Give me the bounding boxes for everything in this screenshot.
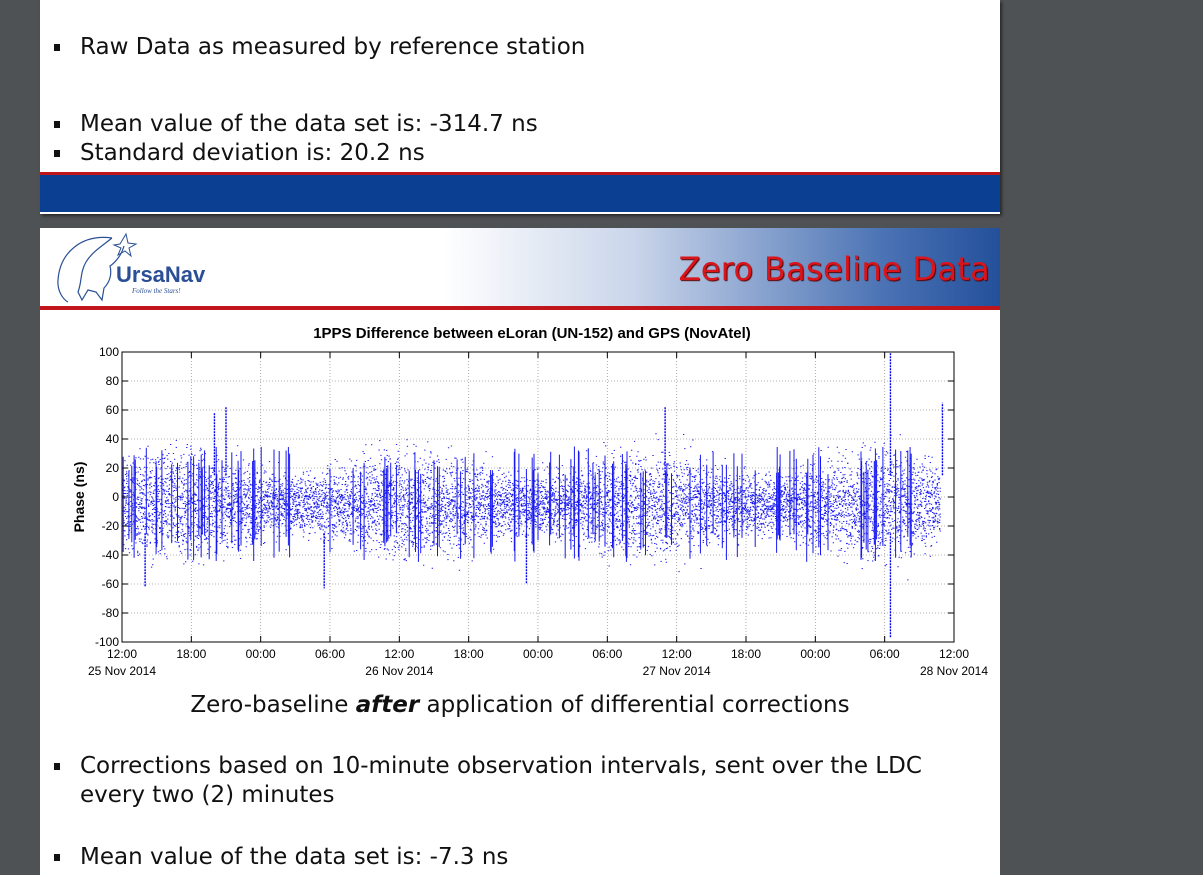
y-tick-label: -100 (95, 635, 119, 649)
data-cloud (122, 433, 941, 581)
bullet-marker (54, 150, 60, 157)
y-tick-label: 100 (99, 345, 119, 359)
y-tick-label: 80 (106, 374, 120, 388)
x-tick-label: 00:00 (800, 647, 830, 661)
y-tick-label: -20 (102, 519, 120, 533)
x-tick-label: 00:00 (246, 647, 276, 661)
bullet-marker (54, 44, 60, 51)
y-tick-label: 20 (106, 461, 120, 475)
x-date-label: 26 Nov 2014 (365, 664, 433, 678)
footer-red-line (40, 172, 1000, 175)
x-tick-label: 18:00 (731, 647, 761, 661)
x-tick-label: 06:00 (592, 647, 622, 661)
x-tick-label: 18:00 (176, 647, 206, 661)
y-axis-label: Phase (ns) (71, 462, 87, 533)
bullet-marker (54, 763, 60, 770)
current-slide: UrsaNav Follow the Stars! Zero Baseline … (40, 228, 1000, 875)
y-tick-label: 40 (106, 432, 120, 446)
phase-chart: 1PPS Difference between eLoran (UN-152) … (71, 325, 988, 678)
x-tick-label: 06:00 (870, 647, 900, 661)
y-tick-label: 60 (106, 403, 120, 417)
x-tick-label: 18:00 (454, 647, 484, 661)
y-tick-label: -80 (102, 606, 120, 620)
prev-bullet-3: Standard deviation is: 20.2 ns (54, 139, 425, 168)
x-tick-label: 12:00 (107, 647, 137, 661)
x-tick-label: 00:00 (523, 647, 553, 661)
bullet-corrections: Corrections based on 10-minute observati… (54, 752, 980, 810)
x-date-label: 28 Nov 2014 (920, 664, 988, 678)
footer-blue-band (40, 175, 1000, 212)
caption-emphasis: after (355, 692, 420, 718)
slide-header (40, 228, 1000, 306)
bullet-mean: Mean value of the data set is: -7.3 ns (54, 843, 508, 872)
bear-star-icon (57, 232, 138, 303)
prev-bullet-1: Raw Data as measured by reference statio… (54, 33, 585, 62)
header-red-line (40, 306, 1000, 310)
logo-wordmark: UrsaNav (116, 262, 206, 287)
chart-caption: Zero-baseline after application of diffe… (190, 692, 850, 718)
bullet-marker (54, 121, 60, 128)
y-tick-label: 0 (112, 490, 119, 504)
x-tick-label: 12:00 (384, 647, 414, 661)
previous-slide: Raw Data as measured by reference statio… (40, 0, 1000, 214)
chart-title: 1PPS Difference between eLoran (UN-152) … (313, 325, 751, 342)
plot-frame (121, 351, 955, 643)
x-tick-label: 12:00 (939, 647, 969, 661)
x-tick-label: 12:00 (662, 647, 692, 661)
x-date-label: 27 Nov 2014 (643, 664, 711, 678)
prev-bullet-2: Mean value of the data set is: -314.7 ns (54, 110, 538, 139)
slide-title: Zero Baseline Data (678, 250, 990, 288)
y-tick-label: -40 (102, 548, 120, 562)
y-tick-label: -60 (102, 577, 120, 591)
bullet-marker (54, 854, 60, 861)
x-date-label: 25 Nov 2014 (88, 664, 156, 678)
x-tick-label: 06:00 (315, 647, 345, 661)
logo-tagline: Follow the Stars! (132, 287, 181, 295)
ursanav-logo: UrsaNav Follow the Stars! (52, 232, 232, 304)
